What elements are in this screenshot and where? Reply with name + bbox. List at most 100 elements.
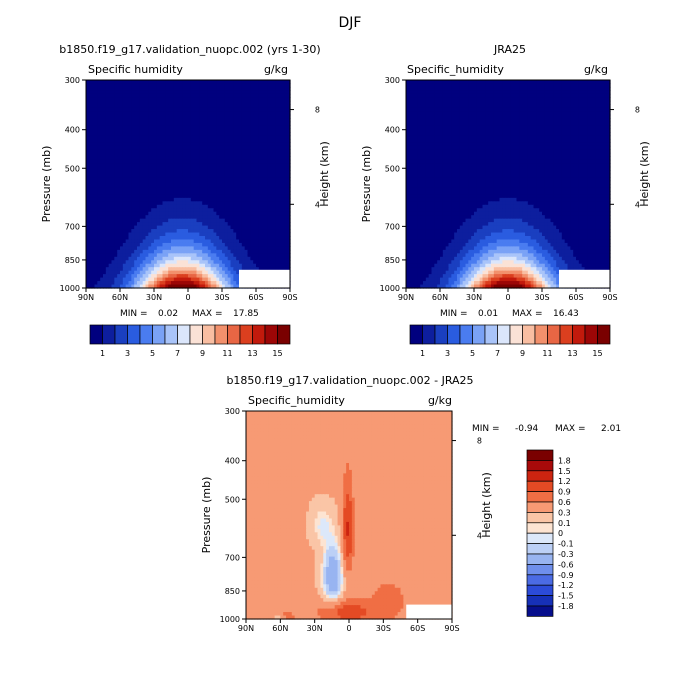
field-cell xyxy=(188,86,192,91)
colorbar-swatch xyxy=(102,324,116,345)
panel-model-max: 17.85 xyxy=(233,309,259,319)
field-cell xyxy=(182,125,186,130)
field-cell xyxy=(156,114,161,119)
field-cell xyxy=(247,100,251,105)
field-cell xyxy=(196,83,200,88)
field-cell xyxy=(185,83,189,88)
field-cell xyxy=(196,114,200,119)
field-cell xyxy=(253,132,257,137)
field-cell xyxy=(86,93,90,98)
field-cell xyxy=(190,107,195,112)
field-cell xyxy=(179,80,183,85)
x-tick-label: 30S xyxy=(214,293,229,302)
field-cell xyxy=(256,125,260,130)
field-cell xyxy=(270,97,274,102)
field-cell xyxy=(168,83,172,88)
field-cell xyxy=(154,100,158,105)
field-cell xyxy=(258,80,263,85)
field-cell xyxy=(105,80,110,85)
field-cell xyxy=(142,114,147,119)
field-cell xyxy=(94,135,98,140)
field-cell xyxy=(222,114,226,119)
colorbar-swatch xyxy=(202,324,216,345)
field-cell xyxy=(261,90,266,95)
field-cell xyxy=(261,93,266,98)
field-cell xyxy=(176,111,181,116)
field-cell xyxy=(256,90,260,95)
field-cell xyxy=(253,80,257,85)
field-cell xyxy=(281,111,285,116)
field-cell xyxy=(179,128,183,133)
field-cell xyxy=(154,90,158,95)
field-cell xyxy=(103,135,107,140)
field-cell xyxy=(117,86,121,91)
field-cell xyxy=(108,135,113,140)
field-cell xyxy=(97,135,101,140)
field-cell xyxy=(244,97,249,102)
field-cell xyxy=(193,83,198,88)
field-cell xyxy=(233,100,237,105)
field-cell xyxy=(202,83,206,88)
field-cell xyxy=(230,107,234,112)
field-cell xyxy=(247,118,251,123)
field-cell xyxy=(122,93,127,98)
field-cell xyxy=(131,97,135,102)
field-cell xyxy=(224,100,229,105)
field-cell xyxy=(128,83,132,88)
field-cell xyxy=(134,100,138,105)
field-cell xyxy=(108,90,113,95)
field-cell xyxy=(105,97,110,102)
colorbar-swatch xyxy=(114,324,128,345)
field-cell xyxy=(94,80,98,85)
field-cell xyxy=(256,80,260,85)
field-cell xyxy=(250,97,254,102)
field-cell xyxy=(205,114,209,119)
field-cell xyxy=(256,97,260,102)
field-cell xyxy=(120,100,124,105)
field-cell xyxy=(284,100,288,105)
field-cell xyxy=(193,125,198,130)
field-cell xyxy=(173,80,178,85)
field-cell xyxy=(168,125,172,130)
field-cell xyxy=(207,125,212,130)
field-cell xyxy=(111,111,115,116)
field-cell xyxy=(103,104,107,109)
field-cell xyxy=(165,111,169,116)
field-cell xyxy=(128,80,132,85)
field-cell xyxy=(216,114,220,119)
field-cell xyxy=(275,80,280,85)
field-cell xyxy=(236,97,240,102)
field-cell xyxy=(125,111,130,116)
field-cell xyxy=(281,132,285,137)
field-cell xyxy=(281,80,285,85)
field-cell xyxy=(213,93,217,98)
field-cell xyxy=(97,121,101,126)
field-cell xyxy=(139,104,144,109)
field-cell xyxy=(244,83,249,88)
field-cell xyxy=(97,83,101,88)
field-cell xyxy=(233,114,237,119)
field-cell xyxy=(227,104,232,109)
field-cell xyxy=(216,118,220,123)
field-cell xyxy=(196,118,200,123)
field-cell xyxy=(120,86,124,91)
field-cell xyxy=(250,114,254,119)
field-cell xyxy=(114,132,118,137)
field-cell xyxy=(278,86,283,91)
field-cell xyxy=(100,97,104,102)
field-cell xyxy=(196,90,200,95)
field-cell xyxy=(88,97,93,102)
field-cell xyxy=(287,114,291,119)
field-cell xyxy=(258,121,263,126)
field-cell xyxy=(190,86,195,91)
field-cell xyxy=(162,111,166,116)
field-cell xyxy=(131,128,135,133)
field-cell xyxy=(145,86,149,91)
field-cell xyxy=(97,90,101,95)
field-cell xyxy=(142,104,147,109)
field-cell xyxy=(156,80,161,85)
field-cell xyxy=(213,90,217,95)
field-cell xyxy=(120,125,124,130)
field-cell xyxy=(156,93,161,98)
field-cell xyxy=(278,83,283,88)
